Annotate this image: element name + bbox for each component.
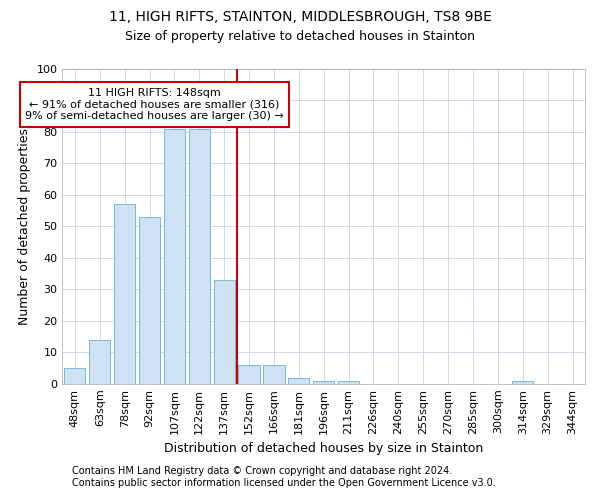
Bar — [338, 380, 359, 384]
Text: Contains HM Land Registry data © Crown copyright and database right 2024.
Contai: Contains HM Land Registry data © Crown c… — [72, 466, 496, 487]
Bar — [139, 217, 160, 384]
Text: Size of property relative to detached houses in Stainton: Size of property relative to detached ho… — [125, 30, 475, 43]
Bar — [288, 378, 310, 384]
Bar — [89, 340, 110, 384]
Text: 11, HIGH RIFTS, STAINTON, MIDDLESBROUGH, TS8 9BE: 11, HIGH RIFTS, STAINTON, MIDDLESBROUGH,… — [109, 10, 491, 24]
Bar — [238, 365, 260, 384]
Bar — [189, 129, 210, 384]
Bar — [114, 204, 135, 384]
X-axis label: Distribution of detached houses by size in Stainton: Distribution of detached houses by size … — [164, 442, 484, 455]
Bar — [64, 368, 85, 384]
Bar — [214, 280, 235, 384]
Y-axis label: Number of detached properties: Number of detached properties — [18, 128, 31, 325]
Bar — [313, 380, 334, 384]
Bar — [263, 365, 284, 384]
Bar — [512, 380, 533, 384]
Bar — [164, 129, 185, 384]
Text: 11 HIGH RIFTS: 148sqm
← 91% of detached houses are smaller (316)
9% of semi-deta: 11 HIGH RIFTS: 148sqm ← 91% of detached … — [25, 88, 284, 121]
